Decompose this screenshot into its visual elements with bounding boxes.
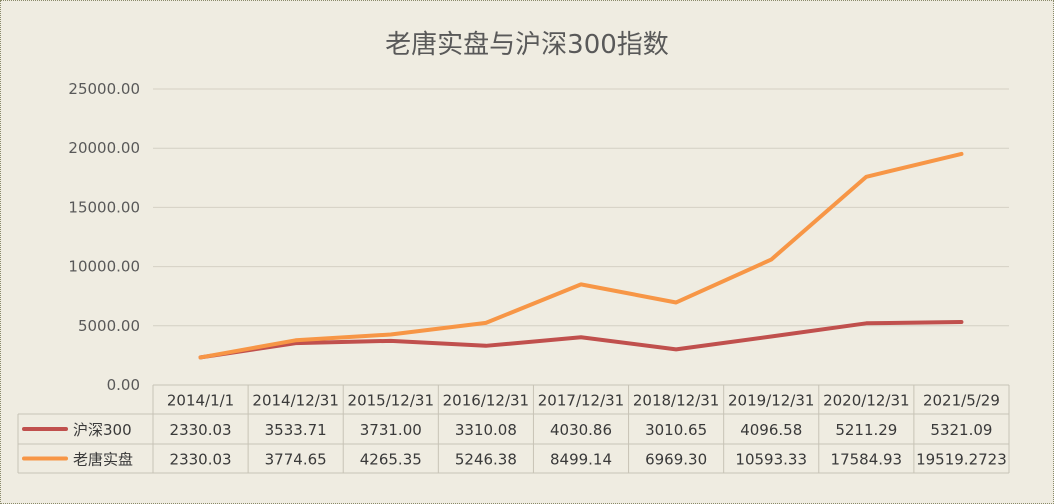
data-table-cell: 4265.35 xyxy=(360,451,422,469)
series-line xyxy=(198,151,964,360)
data-table-cell: 5321.09 xyxy=(930,421,992,439)
y-tick-label: 0.00 xyxy=(107,376,140,394)
chart-title: 老唐实盘与沪深300指数 xyxy=(385,30,669,60)
data-table-cell: 17584.93 xyxy=(831,451,903,469)
x-category-label: 2016/12/31 xyxy=(443,392,529,410)
x-category-label: 2014/1/1 xyxy=(167,392,234,410)
y-tick-label: 10000.00 xyxy=(68,258,140,276)
legend-label: 沪深300 xyxy=(73,421,132,439)
y-tick-label: 5000.00 xyxy=(78,317,140,335)
data-table-cell: 19519.2723 xyxy=(916,451,1007,469)
x-category-label: 2018/12/31 xyxy=(633,392,719,410)
data-table-cell: 3731.00 xyxy=(360,421,422,439)
data-table-cell: 2330.03 xyxy=(170,421,232,439)
data-table-cell: 10593.33 xyxy=(735,451,807,469)
data-table-cell: 3533.71 xyxy=(265,421,327,439)
data-table-cell: 6969.30 xyxy=(645,451,707,469)
x-category-label: 2021/5/29 xyxy=(923,392,1000,410)
y-tick-label: 20000.00 xyxy=(68,139,140,157)
data-table-cell: 5211.29 xyxy=(835,421,897,439)
data-table-cell: 3774.65 xyxy=(265,451,327,469)
data-table-cell: 5246.38 xyxy=(455,451,517,469)
data-table-cell: 4030.86 xyxy=(550,421,612,439)
y-tick-label: 15000.00 xyxy=(68,198,140,216)
data-table-cell: 8499.14 xyxy=(550,451,612,469)
data-table-cell: 4096.58 xyxy=(740,421,802,439)
x-category-label: 2014/12/31 xyxy=(252,392,338,410)
series-line xyxy=(198,319,964,360)
legend-label: 老唐实盘 xyxy=(73,451,133,469)
x-category-label: 2019/12/31 xyxy=(728,392,814,410)
data-table-cell: 3310.08 xyxy=(455,421,517,439)
data-table-cell: 2330.03 xyxy=(170,451,232,469)
x-category-label: 2017/12/31 xyxy=(538,392,624,410)
data-table-cell: 3010.65 xyxy=(645,421,707,439)
y-tick-label: 25000.00 xyxy=(68,80,140,98)
x-category-label: 2020/12/31 xyxy=(823,392,909,410)
x-category-label: 2015/12/31 xyxy=(348,392,434,410)
